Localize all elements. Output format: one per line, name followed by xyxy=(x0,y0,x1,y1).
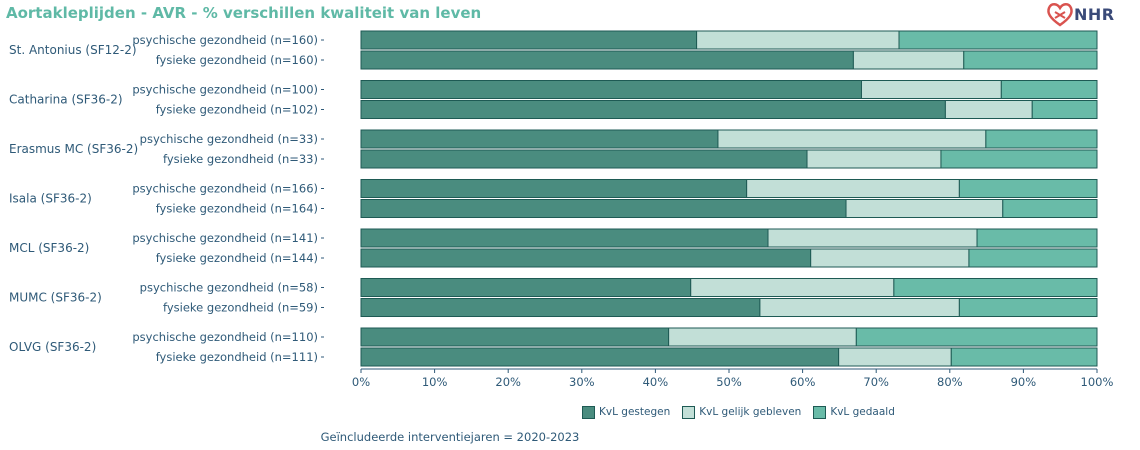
legend-label: KvL gestegen xyxy=(599,406,671,418)
bar-segment-gedaald xyxy=(950,347,1098,367)
bar-segment-gestegen xyxy=(360,100,946,119)
bar-segment-gedaald xyxy=(893,278,1098,297)
x-tick-label: 100% xyxy=(1081,375,1114,389)
group-label: St. Antonius (SF12-2) xyxy=(9,43,137,57)
bar-segment-gelijk xyxy=(852,50,965,70)
bar-segment-gedaald xyxy=(976,228,1098,248)
bar-segment-gestegen xyxy=(360,228,769,248)
group-label: Erasmus MC (SF36-2) xyxy=(9,142,138,156)
bar-label: fysieke gezondheid (n=144) xyxy=(156,251,318,265)
bar-segment-gestegen xyxy=(360,248,812,268)
bar-segment-gestegen xyxy=(360,30,698,50)
legend-swatch xyxy=(813,405,827,419)
group-label: MUMC (SF36-2) xyxy=(9,291,102,305)
bar-segment-gelijk xyxy=(696,30,900,50)
bar-segment-gedaald xyxy=(1002,199,1098,218)
legend-item-gelijk: KvL gelijk gebleven xyxy=(682,405,802,419)
bar-segment-gestegen xyxy=(360,199,847,218)
bar-segment-gestegen xyxy=(360,80,862,99)
bar-label: fysieke gezondheid (n=164) xyxy=(156,202,318,216)
bar-segment-gelijk xyxy=(717,129,987,149)
bar-label: fysieke gezondheid (n=59) xyxy=(163,301,318,315)
bar-segment-gestegen xyxy=(360,179,748,198)
bar-segment-gedaald xyxy=(958,298,1098,317)
bar-label: fysieke gezondheid (n=160) xyxy=(156,53,318,67)
bar-segment-gedaald xyxy=(898,30,1098,50)
bar-segment-gelijk xyxy=(944,100,1033,119)
bar-label: psychische gezondheid (n=58) xyxy=(140,281,318,295)
legend-swatch xyxy=(582,405,595,419)
bar-segment-gelijk xyxy=(838,347,952,367)
bar-segment-gelijk xyxy=(860,80,1002,99)
legend-item-gedaald: KvL gedaald xyxy=(813,405,895,419)
bar-segment-gelijk xyxy=(690,278,895,297)
bar-segment-gelijk xyxy=(759,298,960,317)
bar-segment-gedaald xyxy=(940,149,1098,169)
bar-segment-gelijk xyxy=(746,179,960,198)
x-tick-label: 70% xyxy=(863,375,889,389)
bar-label: psychische gezondheid (n=166) xyxy=(132,182,318,196)
bar-label: psychische gezondheid (n=141) xyxy=(132,231,318,245)
bar-label: fysieke gezondheid (n=33) xyxy=(163,152,318,166)
bar-segment-gedaald xyxy=(855,327,1098,347)
x-tick-label: 80% xyxy=(937,375,963,389)
bar-label: fysieke gezondheid (n=102) xyxy=(156,103,318,117)
bar-label: psychische gezondheid (n=110) xyxy=(132,330,318,344)
bar-segment-gestegen xyxy=(360,50,854,70)
chart-legend: KvL gestegen KvL gelijk gebleven KvL gedaa… xyxy=(582,403,907,421)
group-label: Catharina (SF36-2) xyxy=(9,93,123,107)
x-tick-label: 90% xyxy=(1011,375,1037,389)
bar-segment-gedaald xyxy=(968,248,1098,268)
legend-item-gestegen: KvL gestegen xyxy=(582,405,671,419)
footnote: Geïncludeerde interventiejaren = 2020-20… xyxy=(320,430,580,444)
bar-segment-gestegen xyxy=(360,327,670,347)
bar-segment-gestegen xyxy=(360,278,692,297)
bar-segment-gestegen xyxy=(360,149,808,169)
x-tick-label: 60% xyxy=(790,375,816,389)
group-label: Isala (SF36-2) xyxy=(9,192,92,206)
chart-title: Aortakleplijden - AVR - % verschillen kw… xyxy=(6,4,482,22)
legend-label: KvL gelijk gebleven xyxy=(699,406,802,418)
x-tick-label: 20% xyxy=(495,375,521,389)
bar-label: psychische gezondheid (n=160) xyxy=(132,33,318,47)
group-label: MCL (SF36-2) xyxy=(9,241,89,255)
bar-segment-gedaald xyxy=(1000,80,1098,99)
logo-text: NHR xyxy=(1074,5,1115,24)
bar-segment-gedaald xyxy=(985,129,1098,149)
bar-segment-gedaald xyxy=(1031,100,1098,119)
legend-swatch xyxy=(682,405,696,419)
bar-segment-gelijk xyxy=(806,149,942,169)
x-tick-label: 10% xyxy=(422,375,448,389)
bar-label: psychische gezondheid (n=100) xyxy=(132,83,318,97)
x-tick-label: 30% xyxy=(569,375,595,389)
heart-logo-icon xyxy=(1047,3,1073,27)
bar-label: fysieke gezondheid (n=111) xyxy=(156,350,318,364)
bar-segment-gedaald xyxy=(963,50,1098,70)
stacked-bar-chart: St. Antonius (SF12-2)psychische gezondhe… xyxy=(9,30,1114,389)
bar-segment-gelijk xyxy=(810,248,970,268)
bar-segment-gestegen xyxy=(360,347,840,367)
bar-segment-gestegen xyxy=(360,298,761,317)
x-tick-label: 0% xyxy=(352,375,370,389)
x-tick-label: 50% xyxy=(716,375,742,389)
bar-label: psychische gezondheid (n=33) xyxy=(140,132,318,146)
bar-segment-gelijk xyxy=(668,327,857,347)
bar-segment-gedaald xyxy=(958,179,1098,198)
group-label: OLVG (SF36-2) xyxy=(9,340,96,354)
legend-label: KvL gedaald xyxy=(830,406,895,418)
bar-segment-gestegen xyxy=(360,129,719,149)
x-tick-label: 40% xyxy=(643,375,669,389)
bar-segment-gelijk xyxy=(767,228,978,248)
nhr-logo: NHR xyxy=(1046,2,1130,28)
bar-segment-gelijk xyxy=(845,199,1004,218)
